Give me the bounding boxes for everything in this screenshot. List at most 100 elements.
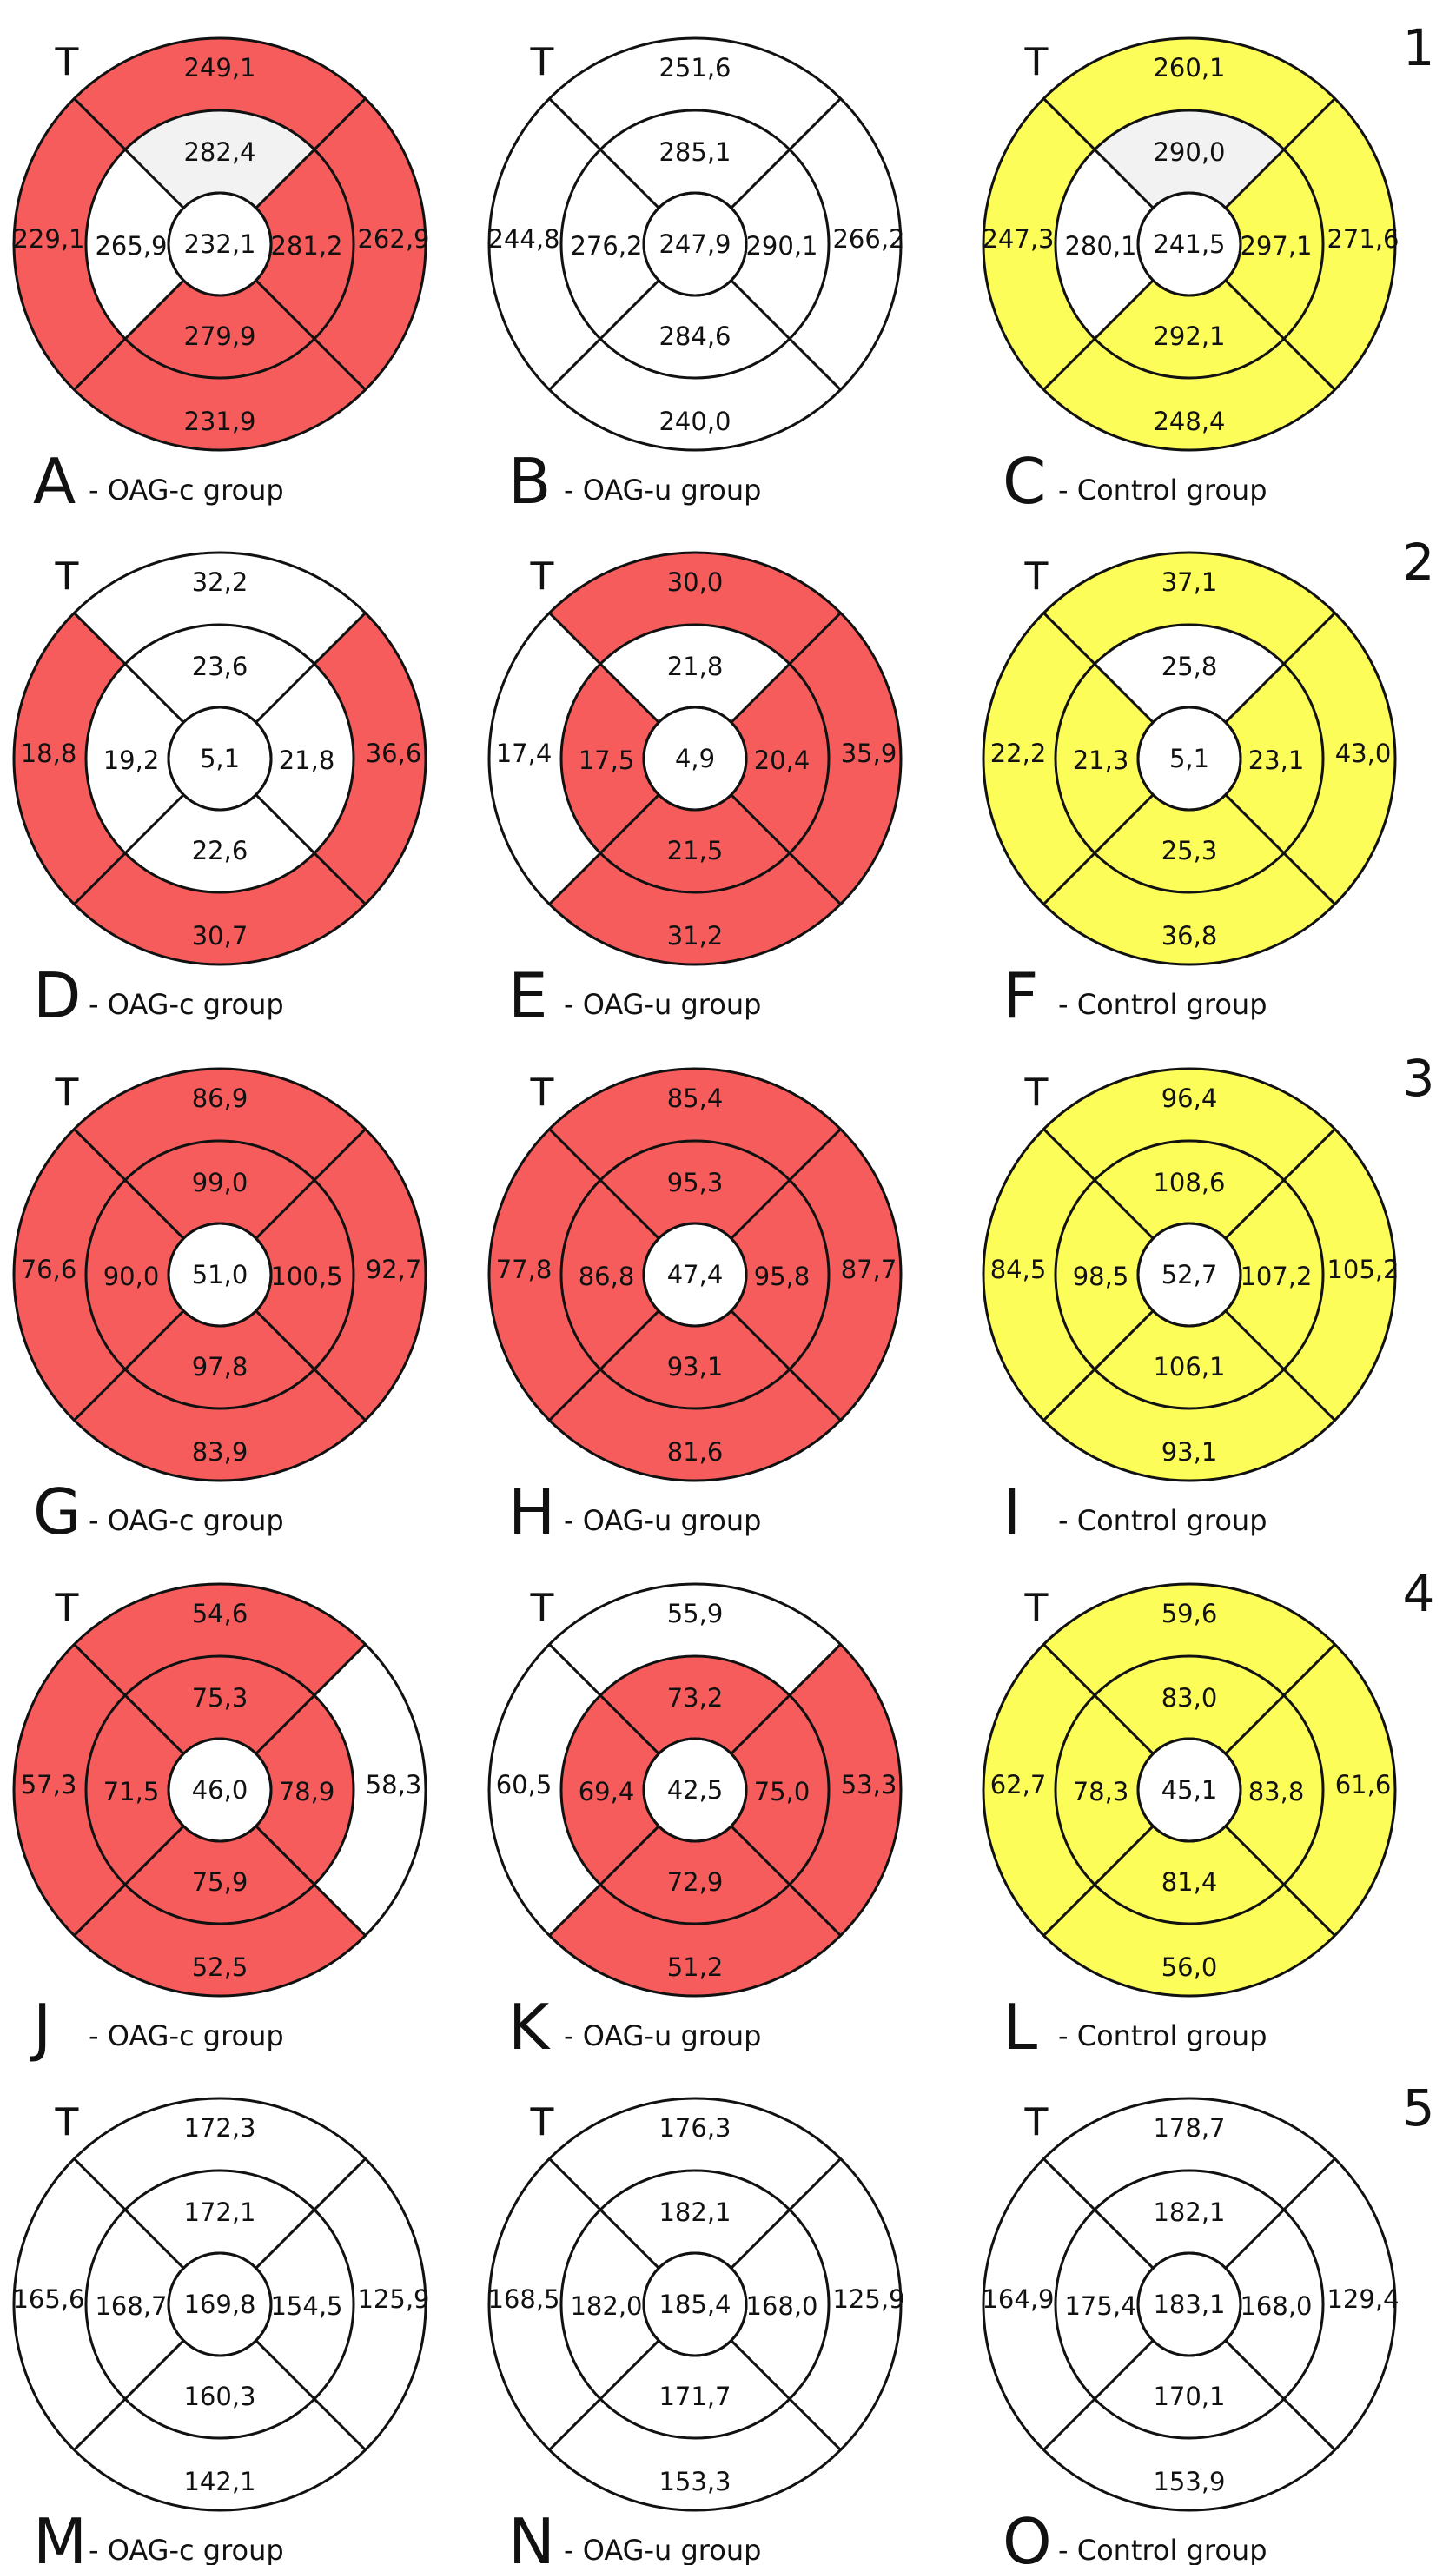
middle-ring	[84, 1139, 355, 1410]
outer-superior-value: 37,1	[1161, 567, 1218, 597]
inner-inf-sector	[1095, 1310, 1284, 1408]
grid-panel-l: 45,1 83,0 81,4 78,3 83,8 59,6 56,0 62,7 61,6 T L - …	[982, 1582, 1397, 2064]
inner-nasal-sector	[1225, 149, 1323, 339]
group-label: - OAG-c group	[89, 2534, 284, 2565]
outer-inf-sector	[549, 338, 841, 450]
outer-superior-value: 260,1	[1153, 53, 1225, 83]
inner-sup-sector	[600, 110, 790, 209]
inner-inf-sector	[600, 794, 790, 892]
inner-inf-sector	[125, 2340, 314, 2438]
outer-sup-sector	[1043, 553, 1335, 665]
sector-divider	[1042, 279, 1155, 391]
inner-temporal-value: 17,5	[579, 746, 635, 775]
outer-ring	[982, 2097, 1397, 2512]
center-ring	[167, 191, 273, 297]
outer-temp-sector	[14, 98, 126, 390]
center-value: 5,1	[200, 744, 240, 773]
inner-temp-sector	[1056, 1180, 1154, 1369]
outer-superior-value: 251,6	[659, 53, 731, 83]
sector-divider	[1224, 2339, 1336, 2451]
outer-sup-sector	[74, 1069, 366, 1181]
inner-temp-sector	[86, 149, 184, 339]
outer-ring	[12, 1582, 427, 1998]
inner-nasal-value: 83,8	[1248, 1777, 1305, 1806]
outer-inf-sector	[74, 852, 366, 964]
outer-sup-sector	[1043, 2098, 1335, 2210]
middle-ring	[1054, 109, 1325, 380]
inner-temp-sector	[561, 664, 659, 853]
outer-nasal-sector	[1283, 1129, 1395, 1421]
outer-ring	[12, 1067, 427, 1482]
outer-nasal-sector	[789, 613, 901, 905]
grid-panel-i: 52,7 108,6 106,1 98,5 107,2 96,4 93,1 84,5 105,2…	[982, 1067, 1400, 1548]
outer-nasal-sector	[1283, 2158, 1395, 2450]
inner-superior-value: 172,1	[183, 2197, 255, 2227]
outer-temporal-value: 247,3	[982, 224, 1054, 254]
sector-divider	[1042, 793, 1155, 905]
inner-inf-sector	[1095, 2340, 1284, 2438]
outer-temporal-value: 165,6	[12, 2284, 84, 2314]
panel-letter: J	[30, 1991, 51, 2064]
outer-nasal-value: 43,0	[1335, 739, 1392, 768]
sector-divider	[730, 793, 842, 905]
row-number: 4	[1403, 1564, 1435, 1623]
outer-inferior-value: 51,2	[667, 1952, 724, 1982]
sector-divider	[730, 1128, 842, 1240]
sector-divider	[73, 2339, 185, 2451]
center-value: 183,1	[1153, 2290, 1225, 2319]
inner-inferior-value: 72,9	[667, 1867, 724, 1897]
outer-temporal-value: 77,8	[496, 1255, 553, 1284]
inner-temp-sector	[561, 1180, 659, 1369]
inner-sup-sector	[600, 625, 790, 723]
group-label: - OAG-u group	[564, 2019, 761, 2052]
center-value: 4,9	[675, 744, 715, 773]
outer-nasal-value: 36,6	[366, 739, 422, 768]
sector-divider	[73, 2157, 185, 2270]
outer-nasal-sector	[314, 98, 426, 390]
inner-sup-sector	[1095, 1656, 1284, 1754]
row-number: 1	[1403, 18, 1435, 77]
grid-panel-e: 4,9 21,8 21,5 17,5 20,4 30,0 31,2 17,4 35,9 T E - O…	[487, 551, 903, 1032]
sector-divider	[73, 1643, 185, 1755]
inner-nasal-sector	[731, 2210, 829, 2399]
inner-superior-value: 25,8	[1161, 652, 1218, 681]
outer-superior-value: 178,7	[1153, 2113, 1225, 2143]
sector-divider	[1224, 793, 1336, 905]
sector-divider	[548, 1309, 660, 1422]
sector-divider	[1042, 1128, 1155, 1240]
outer-nasal-sector	[789, 98, 901, 390]
outer-ring	[982, 1067, 1397, 1482]
inner-inferior-value: 106,1	[1153, 1352, 1225, 1382]
middle-ring	[84, 109, 355, 380]
inner-inf-sector	[600, 280, 790, 378]
outer-inf-sector	[74, 2398, 366, 2510]
sector-divider	[730, 1643, 842, 1755]
sector-divider	[1042, 612, 1155, 724]
middle-ring	[1054, 2169, 1325, 2440]
middle-ring	[84, 1654, 355, 1925]
temporal-side-label: T	[530, 555, 554, 600]
grid-panel-a: 232,1 282,4 279,9 265,9 281,2 249,1 231,9 229,1…	[12, 36, 430, 518]
inner-nasal-sector	[255, 149, 354, 339]
outer-temp-sector	[14, 2158, 126, 2450]
inner-nasal-value: 20,4	[754, 746, 811, 775]
temporal-side-label: T	[1024, 41, 1049, 85]
group-label: - OAG-u group	[564, 1504, 761, 1537]
center-ring	[167, 1222, 273, 1328]
outer-nasal-value: 125,9	[832, 2284, 904, 2314]
temporal-side-label: T	[530, 41, 554, 85]
center-ring	[1136, 2251, 1242, 2357]
sector-divider	[1224, 1128, 1336, 1240]
panel-letter: A	[33, 445, 76, 518]
temporal-side-label: T	[530, 1071, 554, 1116]
outer-sup-sector	[74, 553, 366, 665]
temporal-side-label: T	[55, 2101, 79, 2145]
outer-nasal-value: 92,7	[366, 1255, 422, 1284]
panel-letter: G	[33, 1475, 82, 1548]
outer-temporal-value: 57,3	[21, 1770, 77, 1799]
sector-divider	[73, 97, 185, 209]
inner-inf-sector	[125, 1310, 314, 1408]
inner-superior-value: 108,6	[1153, 1168, 1225, 1197]
outer-superior-value: 32,2	[192, 567, 248, 597]
temporal-side-label: T	[55, 41, 79, 85]
